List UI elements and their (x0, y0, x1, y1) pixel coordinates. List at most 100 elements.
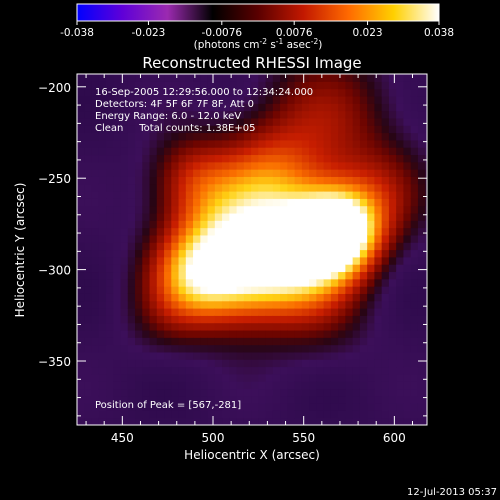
heatmap-cell (287, 264, 296, 273)
heatmap-cell (309, 381, 317, 390)
heatmap-cell (280, 74, 288, 82)
heatmap-cell (77, 351, 85, 360)
heatmap-cell (316, 161, 325, 170)
heatmap-cell (113, 344, 122, 353)
heatmap-cell (243, 154, 252, 163)
heatmap-cell (388, 147, 397, 156)
heatmap-cell (417, 88, 426, 97)
heatmap-cell (374, 315, 383, 324)
heatmap-cell (265, 395, 274, 404)
heatmap-cell (396, 366, 405, 375)
heatmap-cell (272, 103, 281, 112)
heatmap-cell (149, 88, 158, 97)
heatmap-cell (98, 191, 107, 199)
heatmap-cell (410, 264, 419, 273)
heatmap-cell (127, 117, 136, 126)
heatmap-cell (338, 264, 346, 273)
heatmap-cell (280, 403, 288, 411)
heatmap-cell (185, 381, 194, 390)
heatmap-cell (309, 95, 317, 104)
heatmap-cell (77, 74, 85, 82)
heatmap-cell (91, 117, 100, 126)
heatmap-cell (222, 264, 230, 273)
heatmap-cell (396, 161, 405, 170)
heatmap-cell (178, 125, 187, 134)
heatmap-cell (403, 395, 412, 404)
heatmap-cell (352, 242, 361, 251)
chart-title: Reconstructed RHESSI Image (142, 54, 361, 72)
heatmap-cell (410, 234, 419, 243)
heatmap-cell (77, 103, 85, 112)
heatmap-cell (77, 183, 85, 192)
heatmap-cell (207, 256, 216, 265)
heatmap-cell (178, 176, 187, 185)
heatmap-cell (113, 110, 122, 119)
heatmap-cell (236, 220, 245, 229)
heatmap-cell (251, 234, 259, 243)
heatmap-cell (280, 278, 288, 287)
heatmap-cell (374, 110, 383, 119)
heatmap-cell (91, 212, 100, 221)
heatmap-cell (193, 161, 201, 170)
heatmap-cell (222, 183, 230, 192)
heatmap-cell (106, 366, 114, 375)
heatmap-cell (120, 103, 129, 112)
heatmap-cell (345, 154, 354, 163)
heatmap-cell (374, 381, 383, 390)
heatmap-cell (323, 300, 332, 309)
heatmap-cell (214, 227, 223, 236)
heatmap-cell (381, 293, 390, 302)
heatmap-cell (149, 242, 158, 251)
heatmap-cell (294, 81, 303, 90)
heatmap-cell (178, 329, 187, 338)
heatmap-cell (84, 169, 93, 177)
heatmap-cell (127, 322, 136, 331)
heatmap-cell (185, 264, 194, 273)
heatmap-cell (352, 388, 361, 397)
heatmap-cell (251, 410, 259, 419)
heatmap-cell (316, 147, 325, 156)
heatmap-cell (171, 154, 180, 163)
heatmap-cell (200, 351, 209, 360)
heatmap-cell (388, 366, 397, 375)
heatmap-cell (106, 110, 114, 119)
heatmap-cell (171, 81, 180, 90)
heatmap-cell (345, 329, 354, 338)
heatmap-cell (330, 395, 339, 404)
heatmap-cell (77, 271, 85, 280)
heatmap-cell (287, 373, 296, 382)
heatmap-cell (84, 366, 93, 375)
heatmap-cell (425, 125, 427, 134)
heatmap-cell (338, 381, 346, 390)
heatmap-cell (323, 212, 332, 221)
heatmap-cell (120, 366, 129, 375)
heatmap-cell (120, 220, 129, 229)
heatmap-cell (381, 344, 390, 353)
heatmap-cell (149, 344, 158, 353)
heatmap-cell (388, 388, 397, 397)
heatmap-cell (164, 337, 172, 346)
heatmap-cell (345, 381, 354, 390)
heatmap-cell (359, 74, 368, 82)
heatmap-cell (120, 417, 129, 425)
heatmap-cell (396, 88, 405, 97)
heatmap-cell (98, 417, 107, 425)
heatmap-cell (214, 300, 223, 309)
heatmap-cell (396, 322, 405, 331)
heatmap-cell (359, 117, 368, 126)
heatmap-cell (316, 271, 325, 280)
heatmap-cell (330, 161, 339, 170)
heatmap-cell (352, 183, 361, 192)
heatmap-cell (84, 183, 93, 192)
heatmap-cell (265, 95, 274, 104)
heatmap-cell (316, 169, 325, 177)
heatmap-cell (243, 169, 252, 177)
heatmap-cell (193, 234, 201, 243)
heatmap-cell (417, 300, 426, 309)
heatmap-cell (345, 337, 354, 346)
heatmap-cell (425, 81, 427, 90)
heatmap-cell (374, 329, 383, 338)
heatmap-cell (207, 88, 216, 97)
heatmap-cell (193, 293, 201, 302)
heatmap-cell (309, 395, 317, 404)
